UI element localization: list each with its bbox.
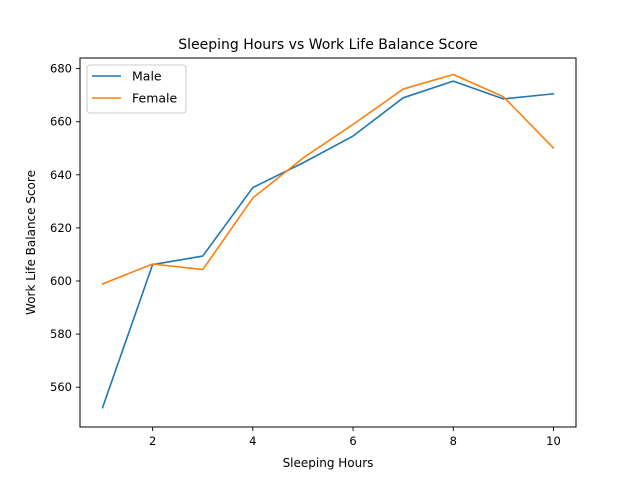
plot-area-frame [79,57,577,428]
legend-box [86,64,187,114]
legend: Male Female [86,64,187,114]
x-tick-label: 2 [149,434,156,448]
legend-label-male: Male [132,69,162,84]
y-tick-label: 580 [50,327,72,341]
y-tick-label: 600 [50,274,72,288]
x-tick-label: 4 [249,434,256,448]
y-tick-label: 620 [50,221,72,235]
series-line-female [101,73,555,285]
series-line-male [101,80,555,409]
x-tick-label: 6 [349,434,356,448]
x-tick-label: 10 [546,434,561,448]
y-tick-label: 660 [50,115,72,129]
y-axis-label: Work Life Balance Score [24,170,38,315]
y-tick-label: 680 [50,62,72,76]
y-tick-label: 640 [50,168,72,182]
legend-label-female: Female [132,91,178,106]
x-tick-label: 8 [450,434,457,448]
chart-title: Sleeping Hours vs Work Life Balance Scor… [178,37,478,53]
y-tick-label: 560 [50,380,72,394]
x-axis-label: Sleeping Hours [283,456,374,470]
